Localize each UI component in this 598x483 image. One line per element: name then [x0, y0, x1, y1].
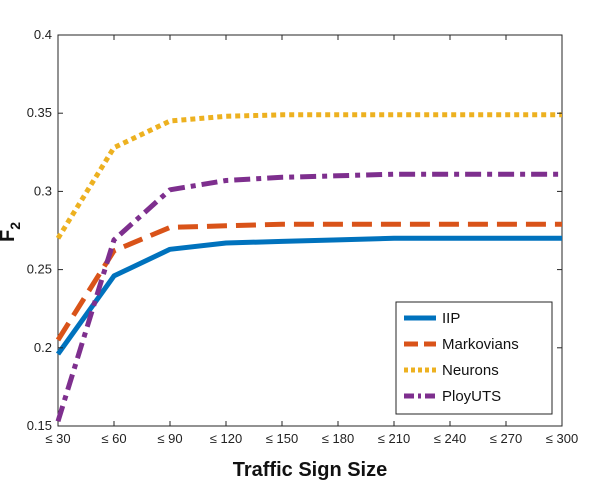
y-tick-label: 0.25 [27, 262, 52, 277]
x-tick-label: ≤ 90 [157, 431, 182, 446]
x-tick-label: ≤ 240 [434, 431, 466, 446]
x-tick-label: ≤ 60 [101, 431, 126, 446]
series-line-iip [55, 235, 562, 356]
legend-label-markovians: Markovians [442, 336, 519, 353]
x-tick-label: ≤ 30 [45, 431, 70, 446]
y-axis: 0.15 0.2 0.25 0.3 0.35 0.4 [27, 27, 562, 433]
x-axis: ≤ 30 ≤ 60 ≤ 90 ≤ 120 ≤ 150 ≤ 180 ≤ 210 ≤ 240 ≤ 2… [45, 35, 578, 446]
legend-label-iip: IIP [442, 310, 460, 327]
series-line-markovians [55, 221, 562, 342]
series-line-neurons [55, 112, 562, 240]
x-tick-label: ≤ 210 [378, 431, 410, 446]
y-tick-label: 0.2 [34, 340, 52, 355]
legend-box [395, 301, 553, 415]
legend-label-neurons: Neurons [442, 362, 499, 379]
y-tick-label: 0.4 [34, 27, 52, 42]
x-tick-label: ≤ 150 [266, 431, 298, 446]
x-tick-label: ≤ 270 [490, 431, 522, 446]
y-tick-label: 0.3 [34, 183, 52, 198]
x-axis-label: Traffic Sign Size [233, 459, 387, 481]
x-tick-label: ≤ 120 [210, 431, 242, 446]
y-tick-label: 0.15 [27, 418, 52, 433]
x-tick-label: ≤ 300 [546, 431, 578, 446]
x-tick-label: ≤ 180 [322, 431, 354, 446]
y-tick-label: 0.35 [27, 105, 52, 120]
legend: IIP Markovians Neurons PloyUTS [395, 301, 553, 415]
series-layer [55, 112, 562, 423]
series-line-ployuts [55, 171, 562, 423]
y-axis-label: F2 [0, 222, 23, 242]
legend-label-ployuts: PloyUTS [442, 388, 501, 405]
